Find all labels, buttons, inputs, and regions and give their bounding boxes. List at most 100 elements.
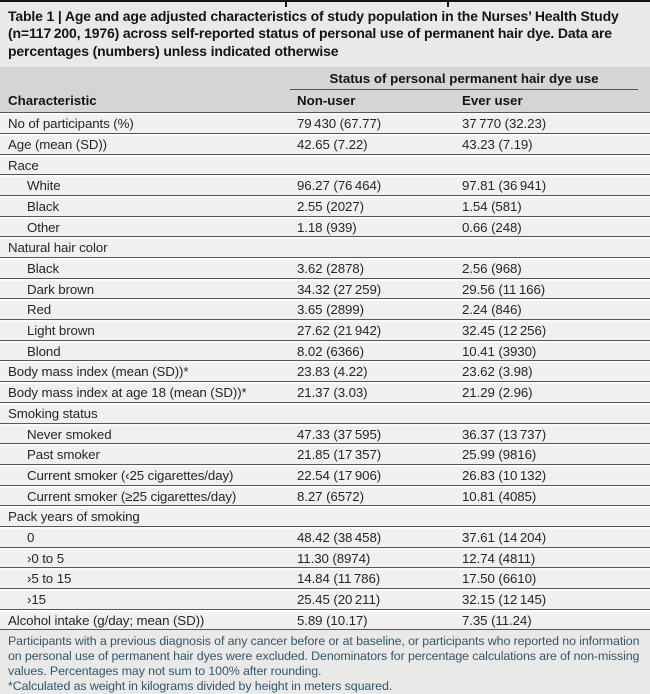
ever-user-value: 26.83 (10 132) [462, 467, 547, 483]
ever-user-value: 1.54 (581) [462, 198, 522, 214]
row-label: Light brown [27, 323, 95, 339]
non-user-value: 79 430 (67.77) [297, 116, 382, 132]
non-user-value: 48.42 (38 458) [297, 529, 382, 545]
table-row: Red 3.65 (2899) 2.24 (846) [0, 298, 650, 320]
row-label: Body mass index (mean (SD))* [8, 364, 189, 380]
table-row: ›15 25.45 (20 211) 32.15 (12 145) [0, 588, 650, 609]
non-user-value: 34.32 (27 259) [297, 281, 382, 297]
ever-user-value: 21.29 (2.96) [462, 385, 533, 401]
section-row: Race [0, 153, 650, 175]
row-label: 0 [27, 529, 35, 545]
section-row: Smoking status [0, 401, 650, 423]
ever-user-value: 25.99 (9816) [462, 447, 537, 463]
non-user-value: 11.30 (8974) [297, 550, 371, 566]
table-row: Light brown 27.62 (21 942) 32.45 (12 256… [0, 319, 650, 340]
table-row: White 96.27 (76 464) 97.81 (36 941) [0, 174, 650, 195]
table-row: Alcohol intake (g/day; mean (SD)) 5.89 (… [0, 608, 650, 630]
row-label: Current smoker (‹25 cigarettes/day) [27, 467, 234, 483]
non-user-value: 27.62 (21 942) [297, 323, 382, 339]
ever-user-value: 7.35 (11.24) [462, 612, 532, 628]
section-label: Natural hair color [8, 240, 108, 256]
table-row: Body mass index at age 18 (mean (SD))* 2… [0, 381, 650, 402]
row-label: Alcohol intake (g/day; mean (SD)) [8, 612, 205, 628]
column-header-non-user: Non-user [297, 93, 356, 109]
row-label: Age (mean (SD)) [8, 136, 107, 152]
table-body: No of participants (%) 79 430 (67.77) 37… [0, 112, 650, 631]
row-label: Red [27, 302, 52, 318]
ever-user-value: 29.56 (11 166) [462, 281, 546, 297]
table-row: ›0 to 5 11.30 (8974) 12.74 (4811) [0, 546, 650, 568]
footnote-text: Participants with a previous diagnosis o… [8, 634, 640, 678]
non-user-value: 14.84 (11 786) [297, 571, 381, 587]
table-footnotes: Participants with a previous diagnosis o… [0, 630, 650, 694]
table-row: Body mass index (mean (SD))* 23.83 (4.22… [0, 360, 650, 382]
non-user-value: 47.33 (37 595) [297, 426, 382, 442]
ever-user-value: 32.45 (12 256) [462, 323, 547, 339]
ever-user-value: 17.50 (6610) [462, 571, 537, 587]
row-label: Other [27, 219, 60, 235]
row-label: Black [27, 261, 60, 277]
table-title: Table 1 | Age and age adjusted character… [0, 2, 650, 68]
table-row: Current smoker (‹25 cigarettes/day) 22.5… [0, 463, 650, 485]
table-row: No of participants (%) 79 430 (67.77) 37… [0, 112, 650, 133]
table-row: Other 1.18 (939) 0.66 (248) [0, 215, 650, 237]
table-row: Black 2.55 (2027) 1.54 (581) [0, 194, 650, 216]
non-user-value: 2.55 (2027) [297, 198, 364, 214]
non-user-value: 22.54 (17 906) [297, 467, 382, 483]
row-label: ›5 to 15 [27, 571, 72, 587]
sub-column-headers: Non-user Ever user [290, 90, 650, 112]
section-row: Natural hair color [0, 236, 650, 258]
table-row: Black 3.62 (2878) 2.56 (968) [0, 257, 650, 278]
column-header-ever-user: Ever user [462, 93, 523, 109]
row-label: Blond [27, 343, 61, 359]
non-user-value: 8.27 (6572) [297, 488, 364, 504]
section-label: Pack years of smoking [8, 509, 140, 525]
non-user-value: 5.89 (10.17) [297, 612, 368, 628]
table-row: ›5 to 15 14.84 (11 786) 17.50 (6610) [0, 567, 650, 589]
row-label: ›0 to 5 [27, 550, 64, 566]
section-row: Pack years of smoking [0, 505, 650, 526]
ever-user-value: 37.61 (14 204) [462, 529, 547, 545]
ever-user-value: 43.23 (7.19) [462, 136, 533, 152]
table-row: 0 48.42 (38 458) 37.61 (14 204) [0, 525, 650, 547]
header-column-group: Status of personal permanent hair dye us… [290, 67, 650, 112]
non-user-value: 3.65 (2899) [297, 302, 364, 318]
ever-user-value: 32.15 (12 145) [462, 592, 547, 608]
ever-user-value: 10.81 (4085) [462, 488, 537, 504]
non-user-value: 3.62 (2878) [297, 261, 364, 277]
non-user-value: 21.37 (3.03) [297, 385, 368, 401]
table-header: Characteristic Status of personal perman… [0, 67, 650, 113]
ever-user-value: 0.66 (248) [462, 219, 522, 235]
column-boundary-tick [285, 2, 287, 7]
row-label: Black [27, 198, 60, 214]
non-user-value: 21.85 (17 357) [297, 447, 382, 463]
table-row: Age (mean (SD)) 42.65 (7.22) 43.23 (7.19… [0, 132, 650, 154]
non-user-value: 8.02 (6366) [297, 343, 364, 359]
ever-user-value: 10.41 (3930) [462, 343, 537, 359]
non-user-value: 23.83 (4.22) [297, 364, 368, 380]
row-label: Body mass index at age 18 (mean (SD))* [8, 385, 247, 401]
non-user-value: 42.65 (7.22) [297, 136, 368, 152]
table-row: Never smoked 47.33 (37 595) 36.37 (13 73… [0, 422, 650, 444]
row-label: White [27, 178, 61, 194]
column-group-header: Status of personal permanent hair dye us… [290, 67, 638, 91]
row-label: Never smoked [27, 426, 112, 442]
section-label: Smoking status [8, 405, 98, 421]
table-row: Current smoker (≥25 cigarettes/day) 8.27… [0, 484, 650, 506]
row-label: ›15 [27, 592, 46, 608]
ever-user-value: 2.24 (846) [462, 302, 522, 318]
row-label: Current smoker (≥25 cigarettes/day) [27, 488, 237, 504]
column-header-characteristic: Characteristic [8, 93, 97, 109]
row-label: Dark brown [27, 281, 94, 297]
ever-user-value: 37 770 (32.23) [462, 116, 547, 132]
non-user-value: 96.27 (76 464) [297, 178, 382, 194]
footnote-asterisk: *Calculated as weight in kilograms divid… [8, 678, 393, 693]
non-user-value: 25.45 (20 211) [297, 592, 381, 608]
table-row: Past smoker 21.85 (17 357) 25.99 (9816) [0, 443, 650, 464]
ever-user-value: 36.37 (13 737) [462, 426, 547, 442]
ever-user-value: 12.74 (4811) [462, 550, 536, 566]
section-label: Race [8, 157, 39, 173]
table-row: Dark brown 34.32 (27 259) 29.56 (11 166) [0, 277, 650, 299]
ever-user-value: 97.81 (36 941) [462, 178, 547, 194]
